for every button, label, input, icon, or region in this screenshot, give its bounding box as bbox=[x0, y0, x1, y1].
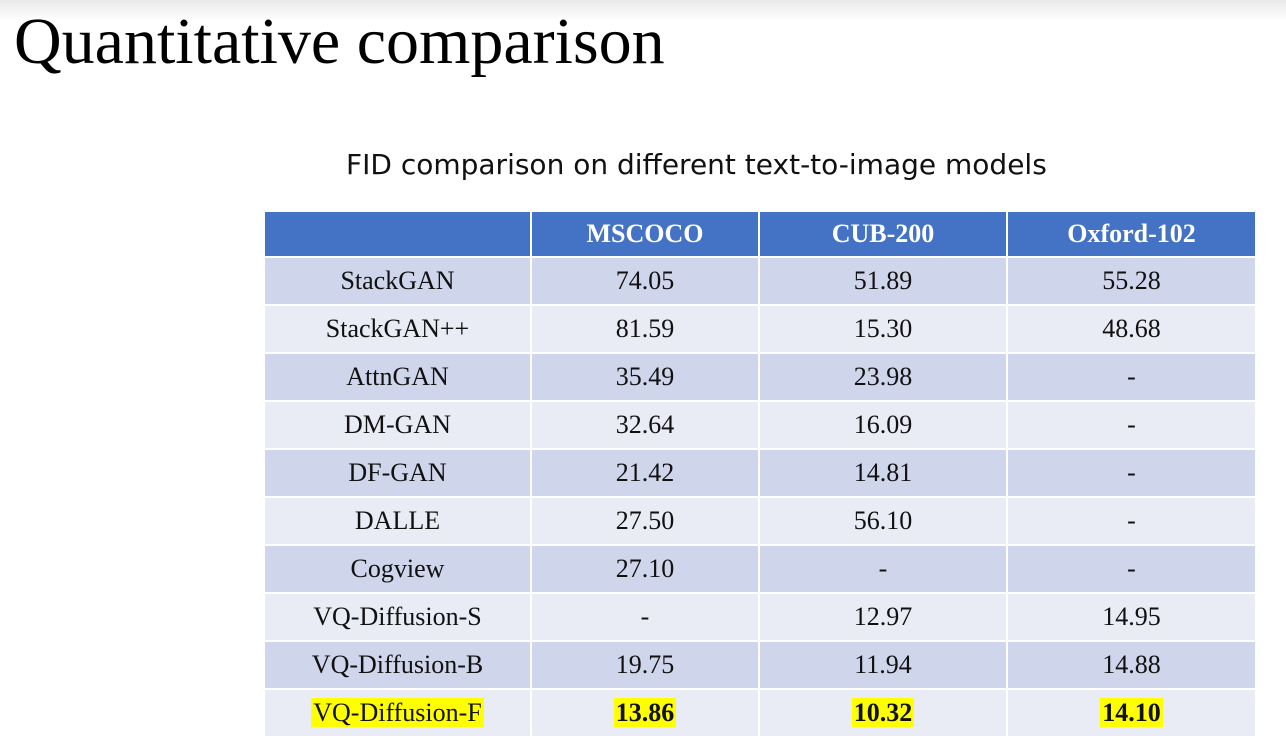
table-row: VQ-Diffusion-B 19.75 11.94 14.88 bbox=[263, 640, 1257, 690]
oxford-102-fid: 14.10 bbox=[1006, 688, 1257, 738]
highlight-mark: VQ-Diffusion-F bbox=[311, 698, 484, 727]
oxford-102-fid: 48.68 bbox=[1006, 304, 1257, 354]
cub-200-fid: - bbox=[758, 544, 1008, 594]
cub-200-fid: 23.98 bbox=[758, 352, 1008, 402]
table-header-row: MSCOCO CUB-200 Oxford-102 bbox=[263, 210, 1257, 258]
oxford-102-fid: 14.95 bbox=[1006, 592, 1257, 642]
mscoco-fid: 81.59 bbox=[530, 304, 760, 354]
model-name: VQ-Diffusion-F bbox=[263, 688, 532, 738]
fid-comparison-table: MSCOCO CUB-200 Oxford-102 StackGAN 74.05… bbox=[263, 210, 1257, 738]
model-name: DF-GAN bbox=[263, 448, 532, 498]
mscoco-fid: 27.50 bbox=[530, 496, 760, 546]
model-name: VQ-Diffusion-S bbox=[263, 592, 532, 642]
mscoco-fid: 19.75 bbox=[530, 640, 760, 690]
model-name: Cogview bbox=[263, 544, 532, 594]
cub-200-fid: 16.09 bbox=[758, 400, 1008, 450]
model-name: DALLE bbox=[263, 496, 532, 546]
mscoco-fid: 32.64 bbox=[530, 400, 760, 450]
table-row: VQ-Diffusion-S - 12.97 14.95 bbox=[263, 592, 1257, 642]
slide-title: Quantitative comparison bbox=[14, 5, 665, 78]
oxford-102-fid: - bbox=[1006, 352, 1257, 402]
highlight-mark: 14.10 bbox=[1100, 698, 1163, 727]
mscoco-fid: 35.49 bbox=[530, 352, 760, 402]
model-name: VQ-Diffusion-B bbox=[263, 640, 532, 690]
table-row: Cogview 27.10 - - bbox=[263, 544, 1257, 594]
table-row: StackGAN 74.05 51.89 55.28 bbox=[263, 256, 1257, 306]
cub-200-fid: 12.97 bbox=[758, 592, 1008, 642]
model-name: StackGAN bbox=[263, 256, 532, 306]
oxford-102-fid: 55.28 bbox=[1006, 256, 1257, 306]
oxford-102-fid: - bbox=[1006, 400, 1257, 450]
header-mscoco: MSCOCO bbox=[530, 210, 760, 258]
model-name: DM-GAN bbox=[263, 400, 532, 450]
highlight-mark: 10.32 bbox=[851, 698, 915, 727]
cub-200-fid: 10.32 bbox=[758, 688, 1008, 738]
highlight-mark: 13.86 bbox=[613, 698, 677, 727]
model-name: AttnGAN bbox=[263, 352, 532, 402]
mscoco-fid: 21.42 bbox=[530, 448, 760, 498]
table-row-highlighted: VQ-Diffusion-F 13.86 10.32 14.10 bbox=[263, 688, 1257, 738]
table-caption: FID comparison on different text-to-imag… bbox=[346, 148, 1047, 181]
header-cub-200: CUB-200 bbox=[758, 210, 1008, 258]
cub-200-fid: 51.89 bbox=[758, 256, 1008, 306]
table-row: AttnGAN 35.49 23.98 - bbox=[263, 352, 1257, 402]
mscoco-fid: - bbox=[530, 592, 760, 642]
cub-200-fid: 11.94 bbox=[758, 640, 1008, 690]
table-row: DM-GAN 32.64 16.09 - bbox=[263, 400, 1257, 450]
model-name: StackGAN++ bbox=[263, 304, 532, 354]
oxford-102-fid: 14.88 bbox=[1006, 640, 1257, 690]
mscoco-fid: 13.86 bbox=[530, 688, 760, 738]
oxford-102-fid: - bbox=[1006, 496, 1257, 546]
mscoco-fid: 27.10 bbox=[530, 544, 760, 594]
header-oxford-102: Oxford-102 bbox=[1006, 210, 1257, 258]
table-row: DF-GAN 21.42 14.81 - bbox=[263, 448, 1257, 498]
mscoco-fid: 74.05 bbox=[530, 256, 760, 306]
oxford-102-fid: - bbox=[1006, 448, 1257, 498]
cub-200-fid: 14.81 bbox=[758, 448, 1008, 498]
cub-200-fid: 15.30 bbox=[758, 304, 1008, 354]
cub-200-fid: 56.10 bbox=[758, 496, 1008, 546]
header-model bbox=[263, 210, 532, 258]
table-row: DALLE 27.50 56.10 - bbox=[263, 496, 1257, 546]
oxford-102-fid: - bbox=[1006, 544, 1257, 594]
table-row: StackGAN++ 81.59 15.30 48.68 bbox=[263, 304, 1257, 354]
